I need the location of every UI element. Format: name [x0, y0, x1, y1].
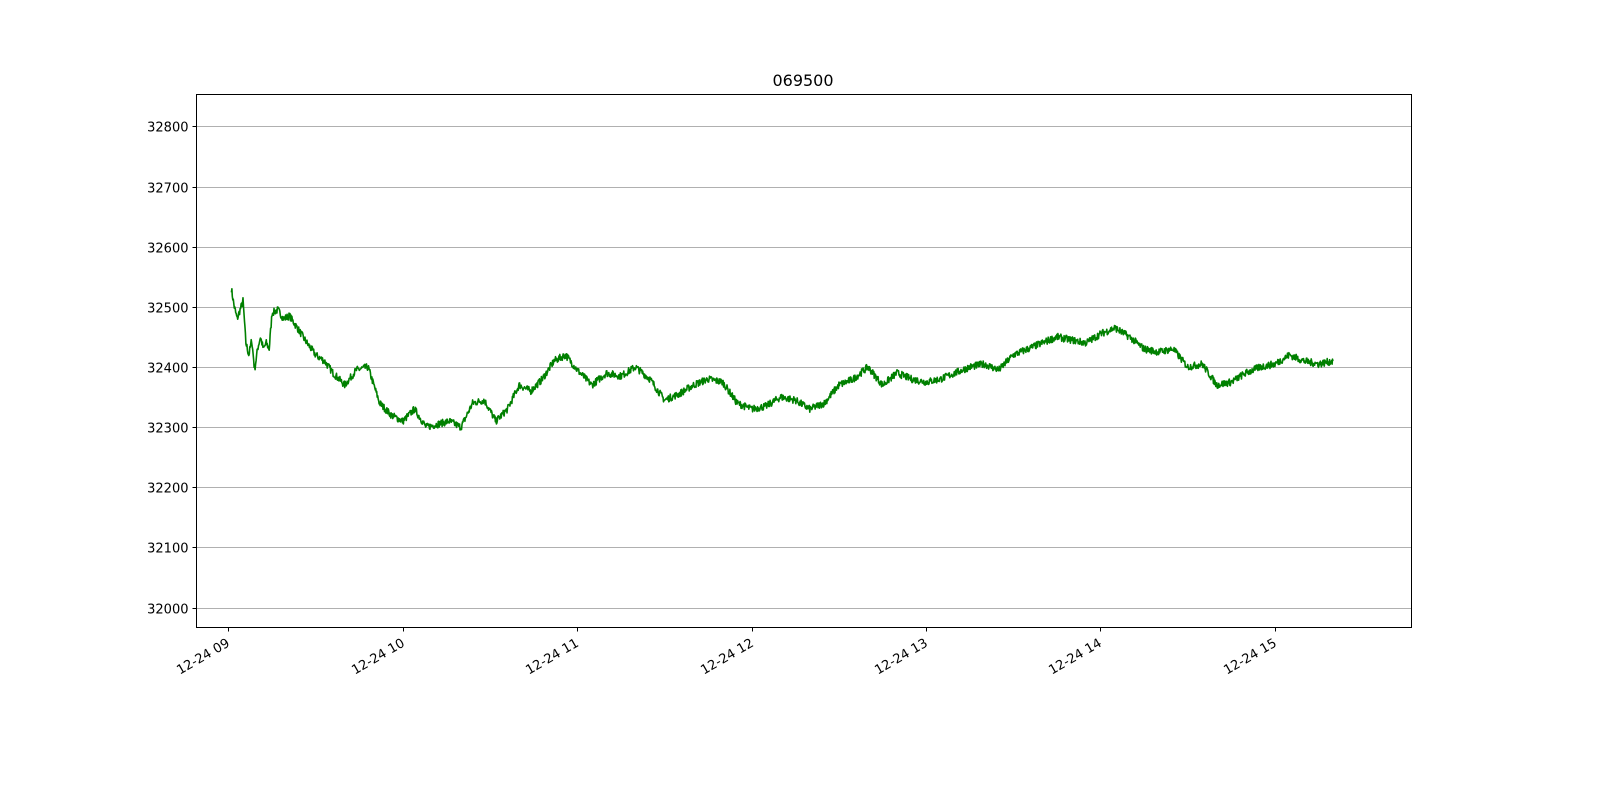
- y-tick-label: 32400: [147, 362, 188, 377]
- series-layer: [230, 287, 1334, 431]
- x-tick-label: 12-24 09: [174, 636, 232, 678]
- y-tick-label: 32100: [147, 542, 188, 557]
- chart-title: 069500: [772, 71, 833, 90]
- y-tick-label: 32300: [147, 422, 188, 437]
- x-tick-label: 12-24 10: [349, 636, 407, 678]
- x-tick-label: 12-24 15: [1221, 636, 1279, 678]
- plot-frame: [196, 94, 1412, 628]
- y-tick-label: 32500: [147, 302, 188, 317]
- x-axis: 12-24 09 12-24 10 12-24 11 12-24 12 12-24 13…: [174, 627, 1280, 678]
- price-line: [230, 287, 1334, 431]
- y-tick-label: 32600: [147, 242, 188, 257]
- x-tick-label: 12-24 13: [872, 636, 930, 678]
- grid-lines: [196, 126, 1412, 609]
- x-tick-label: 12-24 11: [523, 636, 581, 678]
- x-tick-label: 12-24 14: [1046, 636, 1104, 678]
- y-axis: 32000 32100 32200 32300 32400 32500 32600 32700…: [147, 121, 197, 618]
- x-tick-label: 12-24 12: [698, 636, 756, 678]
- y-tick-label: 32200: [147, 482, 188, 497]
- y-tick-label: 32700: [147, 182, 188, 197]
- y-tick-label: 32000: [147, 603, 188, 618]
- y-tick-label: 32800: [147, 121, 188, 136]
